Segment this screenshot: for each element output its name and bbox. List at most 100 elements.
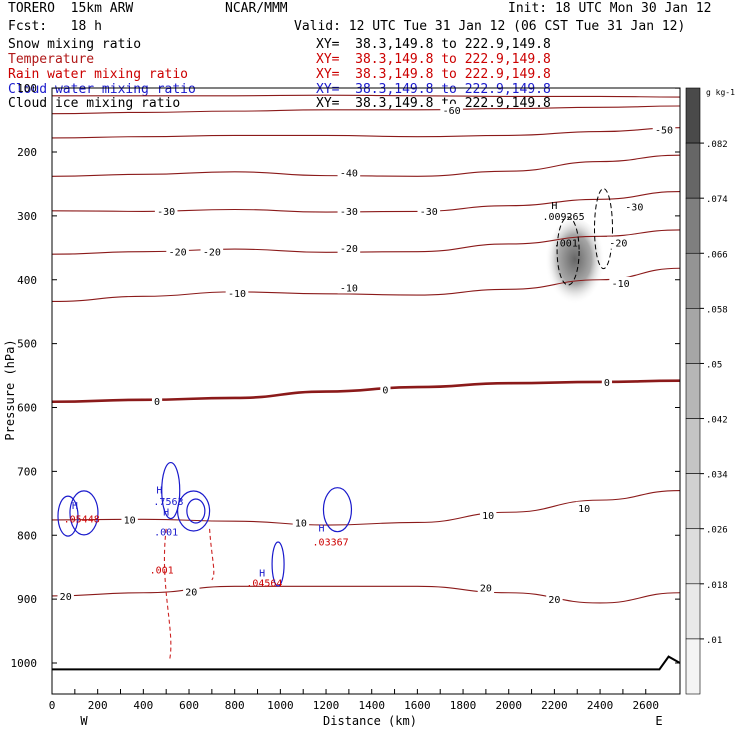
contour-label-bg bbox=[154, 204, 178, 217]
init-time: Init: 18 UTC Mon 30 Jan 12 bbox=[508, 1, 712, 16]
legend-xy-cloud-ice: XY= 38.3,149.8 to 222.9,149.8 bbox=[316, 96, 551, 111]
cloud-water-contour bbox=[69, 490, 99, 536]
snow-shading bbox=[544, 218, 605, 309]
y-tick-label: 400 bbox=[17, 274, 37, 287]
contour-label: -30 bbox=[625, 202, 643, 213]
contour-label: 20 bbox=[60, 592, 72, 603]
contour-label: 0 bbox=[154, 397, 160, 408]
contour-label: 20 bbox=[548, 595, 560, 606]
contour-label-bg bbox=[546, 593, 563, 606]
extremum-label: .7563 bbox=[153, 497, 183, 508]
x-tick-label: 1400 bbox=[358, 699, 385, 712]
contour-label: -20 bbox=[609, 239, 627, 250]
colorbar-swatch bbox=[685, 197, 701, 254]
x-tick-label: 600 bbox=[179, 699, 199, 712]
cloud-water-contour bbox=[186, 498, 206, 524]
y-tick-label: 800 bbox=[17, 529, 37, 542]
colorbar-label: .074 bbox=[706, 195, 728, 205]
x-endpoint-east: E bbox=[655, 714, 662, 728]
isotherm-0 bbox=[51, 379, 681, 404]
plot-border bbox=[51, 87, 681, 695]
contour-label-bg bbox=[337, 204, 361, 217]
extremum-label: .05448 bbox=[64, 515, 100, 526]
x-tick-label: 2000 bbox=[495, 699, 522, 712]
snow-max-shading bbox=[544, 218, 605, 309]
contour-label-bg bbox=[337, 241, 361, 254]
contour-label: 10 bbox=[578, 504, 590, 515]
contour-label: 0 bbox=[382, 386, 388, 397]
contour-label: -10 bbox=[228, 289, 246, 300]
x-tick-label: 1000 bbox=[267, 699, 294, 712]
y-axis-title: Pressure (hPa) bbox=[3, 339, 17, 440]
forecast-hour: Fcst: 18 h bbox=[8, 19, 102, 34]
contour-label-bg bbox=[652, 123, 676, 136]
contour-label: -30 bbox=[157, 207, 175, 218]
contour-label-bg bbox=[292, 516, 310, 529]
contour-label: 10 bbox=[124, 515, 136, 526]
contour-label-bg bbox=[337, 166, 361, 179]
cloud-ice-contour bbox=[593, 188, 613, 270]
extremum-label: H bbox=[318, 524, 324, 535]
extremum-label: H bbox=[156, 485, 162, 496]
contour-label: -10 bbox=[340, 283, 358, 294]
x-tick-label: 400 bbox=[133, 699, 153, 712]
cloud-water-contour bbox=[322, 487, 353, 533]
contour-label: -60 bbox=[443, 106, 461, 117]
legend-label-snow: Snow mixing ratio bbox=[8, 37, 142, 52]
contour-label-bg bbox=[575, 501, 593, 514]
contour-label: -40 bbox=[340, 168, 358, 179]
colorbar: .01 .018 .026 .034 .042 .05 .058 .066 .074 .082 bbox=[685, 87, 728, 695]
colorbar-label: .066 bbox=[706, 250, 728, 260]
contour-labels: -60 -50 -40 -30 -30 -30 -30 -20 -20 -20 -20 -10 -10 -… bbox=[57, 103, 676, 606]
colorbar-swatch bbox=[685, 583, 701, 640]
legend-xy-cloud-water: XY= 38.3,149.8 to 222.9,149.8 bbox=[316, 82, 551, 97]
contour-label-bg bbox=[479, 508, 497, 521]
contour-label-bg bbox=[57, 589, 74, 602]
contour-label: 20 bbox=[480, 584, 492, 595]
x-tick-label: 800 bbox=[225, 699, 245, 712]
cloud-ice-contour bbox=[556, 216, 580, 286]
model-title: TORERO 15km ARW bbox=[8, 1, 134, 16]
contour-label-bg bbox=[166, 245, 189, 258]
y-tick-label: 1000 bbox=[11, 657, 38, 670]
cloud-water-contour bbox=[176, 490, 211, 532]
x-axis-ticks: 0 200 400 600 800 1000 1200 1400 1600 1800 2000 220… bbox=[49, 689, 659, 712]
contour-label-bg bbox=[337, 281, 361, 294]
isotherm-10 bbox=[51, 489, 681, 526]
contour-label-bg bbox=[225, 287, 249, 300]
contour-label: -20 bbox=[169, 248, 187, 259]
legend-xy-rain: XY= 38.3,149.8 to 222.9,149.8 bbox=[316, 67, 551, 82]
rain-contour bbox=[209, 528, 215, 581]
colorbar-label: .05 bbox=[706, 360, 722, 370]
x-tick-label: 1800 bbox=[450, 699, 477, 712]
contour-label: -20 bbox=[340, 244, 358, 255]
extremum-label: .001 bbox=[150, 566, 174, 577]
isotherm--20 bbox=[51, 229, 681, 255]
center-title: NCAR/MMM bbox=[225, 1, 288, 16]
extremum-label: H bbox=[551, 201, 557, 212]
cloud-features bbox=[52, 188, 681, 671]
temperature-isotherms bbox=[51, 94, 681, 604]
colorbar-label: .034 bbox=[706, 471, 728, 481]
colorbar-swatch bbox=[685, 528, 701, 585]
isotherm--70 bbox=[52, 94, 681, 98]
legend-xy-snow: XY= 38.3,149.8 to 222.9,149.8 bbox=[316, 37, 551, 52]
isotherm--50 bbox=[51, 127, 681, 139]
colorbar-label: .058 bbox=[706, 305, 728, 315]
contour-label-bg bbox=[440, 103, 463, 116]
cloud-water-contour bbox=[57, 495, 79, 537]
isotherm--10 bbox=[51, 267, 681, 303]
contour-label: -30 bbox=[340, 207, 358, 218]
colorbar-swatch bbox=[685, 252, 701, 309]
contour-label: -30 bbox=[420, 207, 438, 218]
x-endpoint-west: W bbox=[80, 714, 88, 728]
plot-frame bbox=[51, 87, 681, 695]
x-axis-title: Distance (km) bbox=[323, 714, 417, 728]
contour-label-bg bbox=[151, 395, 163, 408]
contour-label-bg bbox=[477, 581, 495, 594]
y-tick-label: 600 bbox=[17, 402, 37, 415]
y-tick-label: 300 bbox=[17, 210, 37, 223]
colorbar-swatch bbox=[685, 142, 701, 199]
